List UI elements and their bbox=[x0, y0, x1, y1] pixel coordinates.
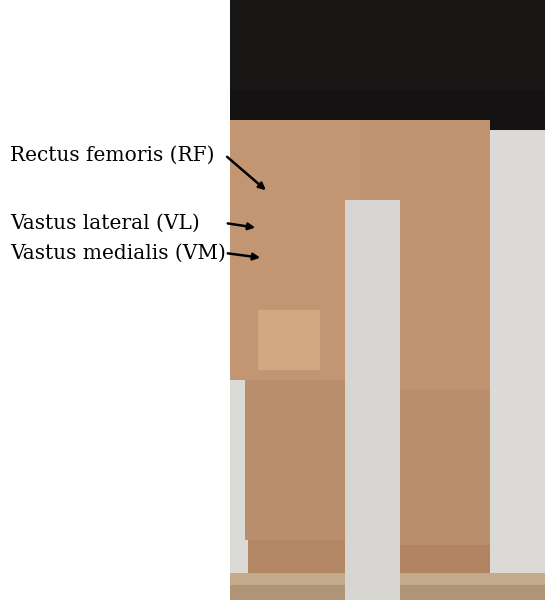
Text: Vastus medialis (VM): Vastus medialis (VM) bbox=[10, 244, 226, 263]
Text: Rectus femoris (RF): Rectus femoris (RF) bbox=[10, 145, 215, 164]
Text: Vastus lateral (VL): Vastus lateral (VL) bbox=[10, 214, 200, 232]
